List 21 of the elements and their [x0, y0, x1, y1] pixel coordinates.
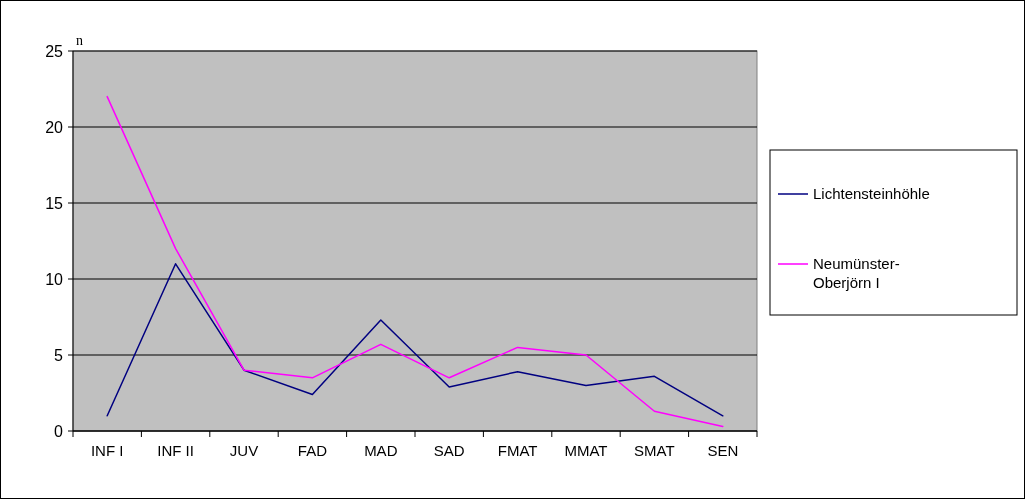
x-tick-label: INF I [90, 442, 124, 459]
x-tick-label: FMAT [497, 442, 538, 459]
y-tick-label: 25 [45, 42, 64, 60]
line-series [106, 263, 724, 417]
line-series [106, 95, 724, 428]
x-tick-label: INF II [157, 442, 194, 459]
x-tick-label: MMAT [564, 442, 608, 459]
y-tick-label: 15 [45, 194, 64, 212]
y-tick-label: 10 [45, 270, 64, 288]
y-tick-label: 0 [54, 422, 64, 440]
y-tick-label: 20 [45, 118, 64, 136]
x-tick-label: MAD [364, 442, 398, 459]
x-tick-label: SMAT [634, 442, 675, 459]
x-tick-label: SAD [433, 442, 465, 459]
legend-label: Neumünster-Oberjörn I [813, 255, 900, 291]
x-tick-label: SEN [707, 442, 739, 459]
y-tick-label: 5 [54, 346, 64, 364]
legend-label: Lichtensteinhöhle [813, 185, 930, 203]
y-axis-title: n [76, 33, 83, 48]
x-tick-label: JUV [229, 442, 259, 459]
x-tick-label: FAD [297, 442, 328, 459]
